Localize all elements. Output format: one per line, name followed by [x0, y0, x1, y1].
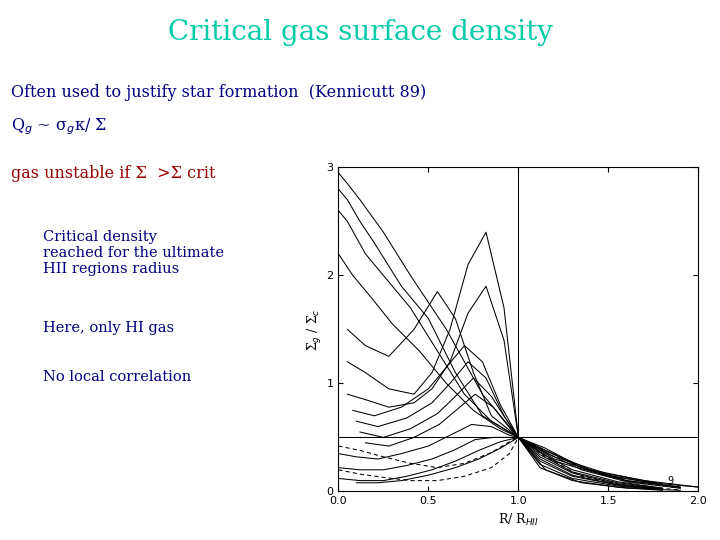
Text: 9: 9: [667, 476, 674, 486]
Y-axis label: Σ$_g$ / Σ$_c$: Σ$_g$ / Σ$_c$: [305, 308, 323, 351]
Text: Q$_g$ ~ σ$_g$κ/ Σ: Q$_g$ ~ σ$_g$κ/ Σ: [11, 116, 107, 137]
Text: gas unstable if Σ  >Σ crit: gas unstable if Σ >Σ crit: [11, 165, 215, 181]
X-axis label: R/ R$_{HII}$: R/ R$_{HII}$: [498, 512, 539, 528]
Text: Here, only HI gas: Here, only HI gas: [43, 321, 174, 335]
Text: No local correlation: No local correlation: [43, 370, 192, 384]
Text: Critical density
reached for the ultimate
HII regions radius: Critical density reached for the ultimat…: [43, 230, 224, 276]
Text: Often used to justify star formation  (Kennicutt 89): Often used to justify star formation (Ke…: [11, 84, 426, 100]
Text: Critical gas surface density: Critical gas surface density: [168, 19, 552, 46]
